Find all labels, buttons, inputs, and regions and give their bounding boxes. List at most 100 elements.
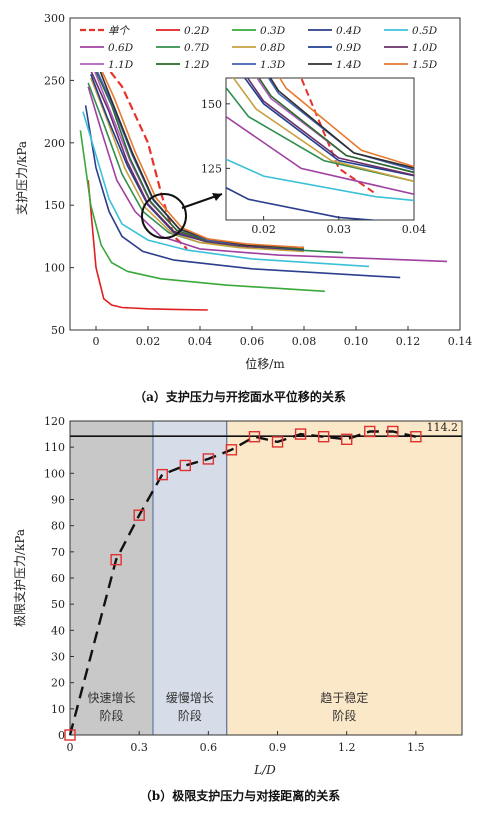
y-tick-label-a: 250	[44, 74, 65, 87]
legend-a: 单个 0.2D 0.3D 0.4D 0.5D 0.6D 0.7D 0.8D 0.9D 1.0D 1.…	[75, 20, 457, 72]
series-line-a	[79, 130, 325, 293]
x-tick-label-a: 0.08	[292, 335, 317, 348]
x-tick-label-b: 1.5	[407, 741, 425, 754]
data-point	[248, 431, 261, 443]
x-tick-label-a: 0.14	[448, 335, 473, 348]
x-tick-label-b: 0.3	[130, 741, 148, 754]
inset-series-line	[226, 86, 414, 183]
y-tick-label-a: 100	[44, 262, 65, 275]
inset-x-tick-label: 0.02	[251, 223, 276, 236]
y-tick-label-a: 150	[44, 199, 65, 212]
series-line-a	[84, 105, 401, 279]
legend-label: 0.4D	[336, 25, 362, 37]
x-tick-label-a: 0.02	[136, 335, 161, 348]
legend-label: 单个	[108, 25, 130, 37]
x-tick-label-a: 0.06	[240, 335, 265, 348]
inset-series-line	[255, 78, 414, 174]
inset-series-line	[226, 115, 414, 196]
legend-label: 0.7D	[184, 42, 210, 54]
caption-b: （b）极限支护压力与对接距离的关系	[140, 788, 340, 803]
y-tick-label-b: 110	[44, 441, 65, 454]
stage-label: 缓慢增长	[166, 691, 214, 705]
data-point	[271, 436, 284, 448]
legend-label: 0.3D	[260, 25, 286, 37]
series-line-a	[95, 52, 188, 250]
y-tick-label-b: 80	[51, 520, 65, 533]
inset-series-line	[269, 78, 414, 169]
legend-label: 0.8D	[260, 42, 286, 54]
data-point	[341, 433, 353, 446]
zoom-circle	[141, 193, 187, 239]
x-tick-label-a: 0.12	[396, 335, 421, 348]
legend-label: 1.2D	[184, 59, 210, 71]
stage-label: 阶段	[332, 708, 356, 723]
inset-x-tick-label: 0.03	[327, 223, 352, 236]
data-point	[225, 444, 238, 456]
inset-series-line	[267, 78, 414, 171]
series-line-a	[90, 77, 305, 253]
y-tick-label-b: 120	[44, 415, 65, 428]
stage-label: 趋于稳定	[320, 690, 368, 705]
x-axis-label-a: 位移/m	[245, 356, 285, 371]
y-tick-label-b: 60	[51, 572, 65, 585]
inset-area	[225, 77, 415, 221]
y-tick-label-a: 200	[44, 137, 65, 150]
inset-plot: 0.02 0.03 0.04 125 150	[201, 77, 426, 236]
x-tick-label-b: 1.2	[338, 741, 356, 754]
x-tick-label-b: 0.6	[200, 741, 218, 754]
y-tick-label-b: 100	[44, 467, 65, 480]
y-tick-label-b: 0	[58, 729, 65, 742]
data-point	[179, 459, 191, 472]
stage-label: 快速增长	[87, 691, 135, 705]
x-axis-label-b: L/D	[253, 763, 276, 777]
data-point	[364, 425, 376, 438]
data-point	[156, 468, 168, 481]
x-tick-label-b: 0.9	[269, 741, 287, 754]
y-tick-label-b: 20	[51, 677, 65, 690]
data-point	[317, 431, 330, 443]
data-point	[110, 553, 122, 566]
zoom-arrowhead	[212, 193, 222, 201]
legend-label: 1.3D	[260, 59, 286, 71]
data-point	[387, 425, 399, 438]
y-tick-label-a: 300	[44, 12, 65, 25]
inset-series-line	[246, 78, 414, 177]
legend-label: 1.0D	[412, 42, 438, 54]
legend-label: 1.4D	[336, 59, 362, 71]
legend-label: 0.5D	[412, 25, 438, 37]
y-axis-label-a: 支护压力/kPa	[15, 141, 29, 215]
data-point	[64, 729, 76, 741]
x-tick-label-a: 0	[93, 335, 100, 348]
data-point	[133, 509, 145, 521]
y-tick-label-a: 50	[51, 324, 65, 337]
y-tick-label-b: 30	[51, 651, 65, 664]
legend-label: 0.6D	[108, 42, 134, 54]
data-point	[410, 431, 422, 443]
series-line-a	[90, 70, 305, 250]
stage-region	[226, 420, 463, 736]
series-line-a	[87, 180, 208, 311]
stage-label: 阶段	[99, 708, 123, 723]
inset-series-line	[258, 78, 414, 174]
inset-y-tick-label: 150	[201, 98, 222, 111]
legend-label: 0.2D	[184, 25, 210, 37]
inset-y-tick-label: 125	[201, 162, 222, 175]
x-tick-label-a: 0.04	[188, 335, 213, 348]
caption-a: （a）支护压力与开挖面水平位移的关系	[134, 389, 346, 404]
inset-series-line	[232, 78, 414, 183]
y-axis-label-b: 极限支护压力/kPa	[13, 529, 27, 627]
legend-label: 1.1D	[108, 59, 134, 71]
series-line-a	[82, 111, 370, 268]
series-line-a	[87, 86, 448, 263]
x-tick-label-a: 0.10	[344, 335, 369, 348]
series-line-a	[95, 57, 305, 249]
legend-label: 1.5D	[412, 59, 438, 71]
inset-series-line	[278, 78, 414, 168]
series-line-a	[95, 60, 305, 249]
stage-label: 阶段	[178, 708, 202, 723]
x-tick-label-b: 0	[67, 741, 74, 754]
inset-series-line	[243, 78, 414, 177]
y-tick-label-b: 50	[51, 598, 65, 611]
